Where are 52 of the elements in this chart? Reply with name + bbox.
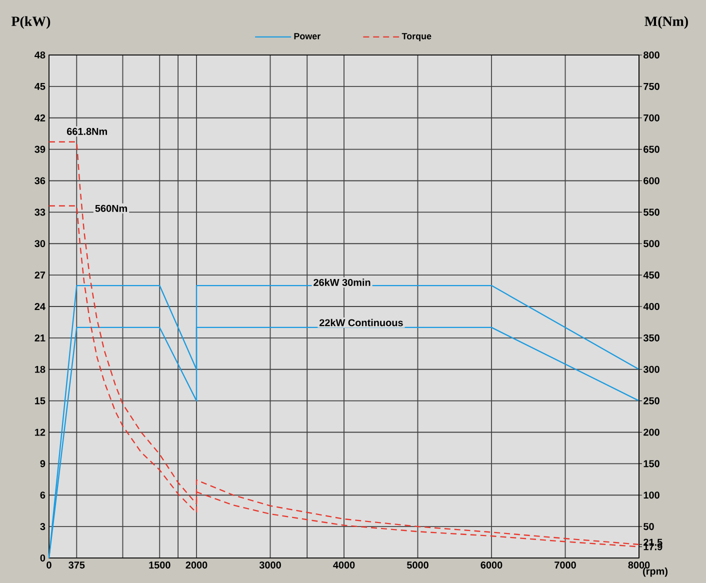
y2-tick-label: 750 — [644, 82, 660, 90]
x-tick-label: 375 — [68, 562, 85, 569]
x-axis-title: (rpm) — [643, 567, 668, 577]
y-tick-label: 36 — [34, 177, 46, 184]
y-tick-label: 45 — [34, 82, 46, 90]
y2-axis-title: M(Nm) — [644, 16, 688, 29]
y2-tick-label: 200 — [644, 428, 660, 436]
y-tick-label: 30 — [34, 240, 46, 248]
y-tick-label: 39 — [34, 146, 46, 153]
x-tick-label: 3000 — [259, 562, 281, 569]
legend-label: Power — [294, 33, 320, 40]
y2-tick-label: 300 — [643, 366, 660, 373]
y2-tick-label: 700 — [644, 114, 660, 122]
y-tick-label: 27 — [34, 272, 46, 279]
y2-tick-label: 50 — [644, 523, 654, 530]
y-tick-label: 15 — [35, 397, 46, 404]
annotation: 26kW 30min — [314, 278, 370, 286]
y2-tick-label: 800 — [644, 51, 660, 59]
annotation: 560Nm — [95, 204, 128, 212]
y2-tick-label: 250 — [644, 397, 660, 404]
x-tick-label: 0 — [46, 562, 52, 569]
y-tick-label: 21 — [34, 334, 46, 342]
y2-tick-label: 500 — [644, 240, 660, 248]
y2-tick-label: 600 — [644, 177, 660, 184]
x-tick-label: 6000 — [480, 562, 502, 569]
annotation: 22kW Continuous — [319, 318, 403, 326]
y2-tick-label: 400 — [643, 302, 660, 310]
y-tick-label: 24 — [34, 303, 46, 310]
x-tick-label: 5000 — [406, 562, 428, 569]
y-tick-label: 33 — [34, 208, 46, 216]
x-tick-label: 4000 — [333, 562, 355, 569]
y-tick-label: 48 — [34, 51, 46, 59]
y2-tick-label: 150 — [644, 460, 660, 468]
y-tick-label: 18 — [35, 366, 46, 373]
y-tick-label: 0 — [40, 554, 46, 562]
y2-tick-label: 650 — [644, 146, 660, 153]
annotation: 661.8Nm — [66, 128, 107, 135]
y2-tick-label: 350 — [643, 334, 660, 342]
y-tick-label: 12 — [35, 428, 46, 436]
y-axis-title: P(kW) — [11, 16, 50, 29]
legend-label: Torque — [402, 33, 432, 42]
y2-tick-label: 450 — [643, 272, 660, 279]
x-tick-label: 2000 — [186, 562, 208, 569]
y-tick-label: 9 — [40, 460, 46, 468]
y2-tick-label: 100 — [644, 492, 660, 499]
x-tick-label: 1500 — [149, 562, 170, 569]
x-tick-label: 8000 — [628, 562, 650, 569]
x-tick-label: 7000 — [554, 562, 576, 569]
y2-tick-label: 550 — [644, 208, 660, 216]
y-tick-label: 3 — [40, 523, 46, 530]
y-tick-label: 42 — [34, 114, 46, 122]
y-tick-label: 6 — [40, 492, 46, 499]
